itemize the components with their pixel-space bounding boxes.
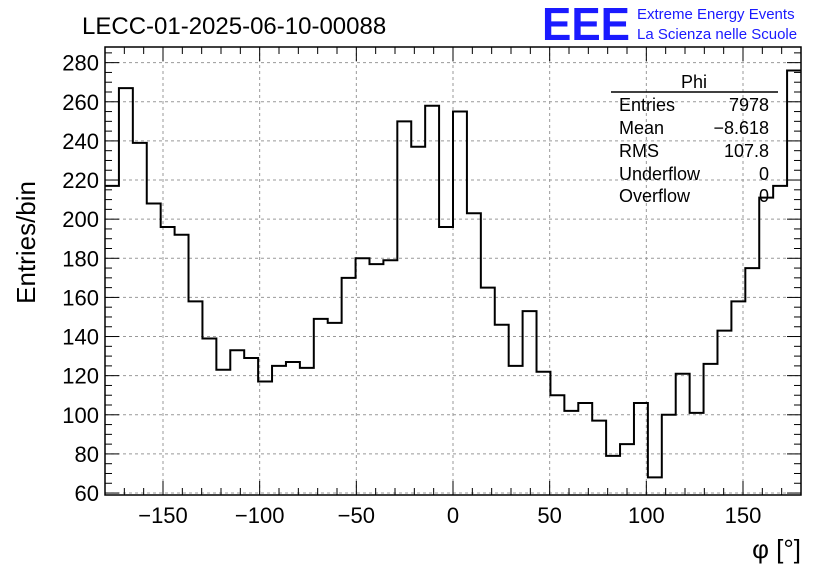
x-tick-label: 100: [628, 503, 665, 528]
y-tick-label: 240: [62, 129, 99, 154]
stats-row-value: 0: [759, 186, 769, 206]
stats-row-label: Overflow: [619, 186, 691, 206]
axis-ticks: [104, 47, 802, 495]
y-tick-label: 220: [62, 168, 99, 193]
stats-row-value: 107.8: [724, 141, 769, 161]
logo-line1: Extreme Energy Events: [637, 6, 795, 23]
chart-title: LECC-01-2025-06-10-00088: [82, 13, 386, 40]
y-tick-label: 160: [62, 285, 99, 310]
stats-row-value: 0: [759, 164, 769, 184]
logo-line2: La Scienza nelle Scuole: [637, 26, 797, 43]
stats-row-label: Entries: [619, 95, 675, 115]
y-tick-label: 200: [62, 207, 99, 232]
x-tick-label: 50: [537, 503, 561, 528]
stats-row-value: −8.618: [713, 118, 769, 138]
tick-labels: −150 −100 −50 0 50 100 150 60 80 100 120 140 160 180 2…: [62, 51, 761, 528]
y-tick-label: 180: [62, 246, 99, 271]
x-tick-label: −100: [235, 503, 285, 528]
stats-row-value: 7978: [729, 95, 769, 115]
stats-row-label: RMS: [619, 141, 659, 161]
x-tick-label: 150: [725, 503, 762, 528]
x-tick-label: 0: [447, 503, 459, 528]
x-tick-label: −50: [338, 503, 375, 528]
y-tick-label: 260: [62, 90, 99, 115]
y-tick-label: 120: [62, 364, 99, 389]
stats-box: Phi Entries 7978 Mean −8.618 RMS 107.8 U…: [611, 72, 778, 206]
stats-row-label: Underflow: [619, 164, 701, 184]
y-tick-label: 140: [62, 325, 99, 350]
histogram-line: [105, 69, 801, 479]
eee-logo: EEE Extreme Energy Events La Scienza nel…: [542, 0, 797, 50]
x-tick-label: −150: [138, 503, 188, 528]
y-tick-label: 280: [62, 51, 99, 76]
logo-mark: EEE: [542, 0, 630, 50]
y-axis-label: Entries/bin: [11, 181, 41, 304]
y-tick-label: 80: [75, 442, 99, 467]
stats-title: Phi: [681, 72, 707, 92]
x-axis-label: φ [°]: [752, 534, 801, 564]
stats-row-label: Mean: [619, 118, 664, 138]
y-tick-label: 100: [62, 403, 99, 428]
y-tick-label: 60: [75, 481, 99, 506]
